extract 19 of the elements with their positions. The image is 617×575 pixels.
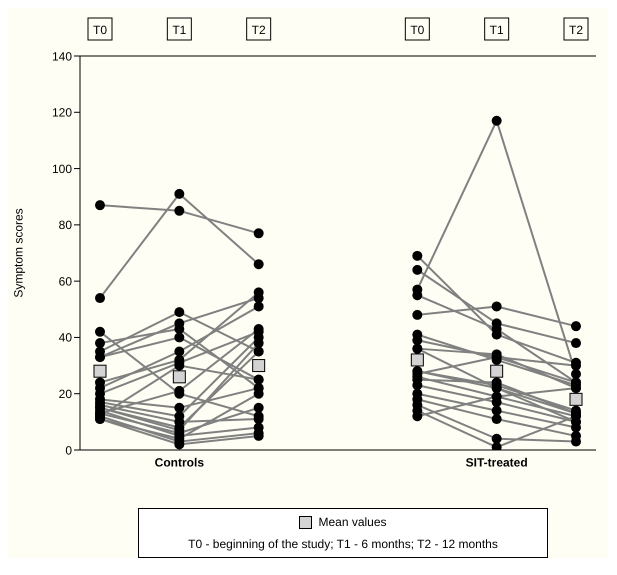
y-tick-label: 120 bbox=[52, 106, 72, 120]
y-tick-label: 40 bbox=[58, 330, 72, 345]
legend-label: Mean values bbox=[318, 515, 387, 529]
y-tick-label: 0 bbox=[65, 443, 72, 458]
x-tick-label: T0 bbox=[410, 23, 425, 37]
y-axis-title: Symptom scores bbox=[11, 208, 26, 298]
y-tick-label: 20 bbox=[58, 386, 72, 401]
y-tick-label: 60 bbox=[58, 274, 72, 288]
x-tick-label: T2 bbox=[568, 23, 584, 37]
x-tick-label: T1 bbox=[490, 23, 504, 37]
y-tick-label: 140 bbox=[52, 49, 72, 64]
x-tick-label: T1 bbox=[172, 23, 187, 37]
x-tick-label: T0 bbox=[92, 23, 108, 37]
y-tick-label: 100 bbox=[52, 162, 72, 176]
text: T0 - beginning of the study; T1 - 6 months; T2 - 12 months bbox=[187, 537, 499, 551]
x-tick-label: T2 bbox=[252, 23, 266, 37]
text: Controls bbox=[154, 456, 204, 470]
y-tick-label: 80 bbox=[58, 218, 72, 232]
text: SIT-treated bbox=[466, 456, 528, 470]
